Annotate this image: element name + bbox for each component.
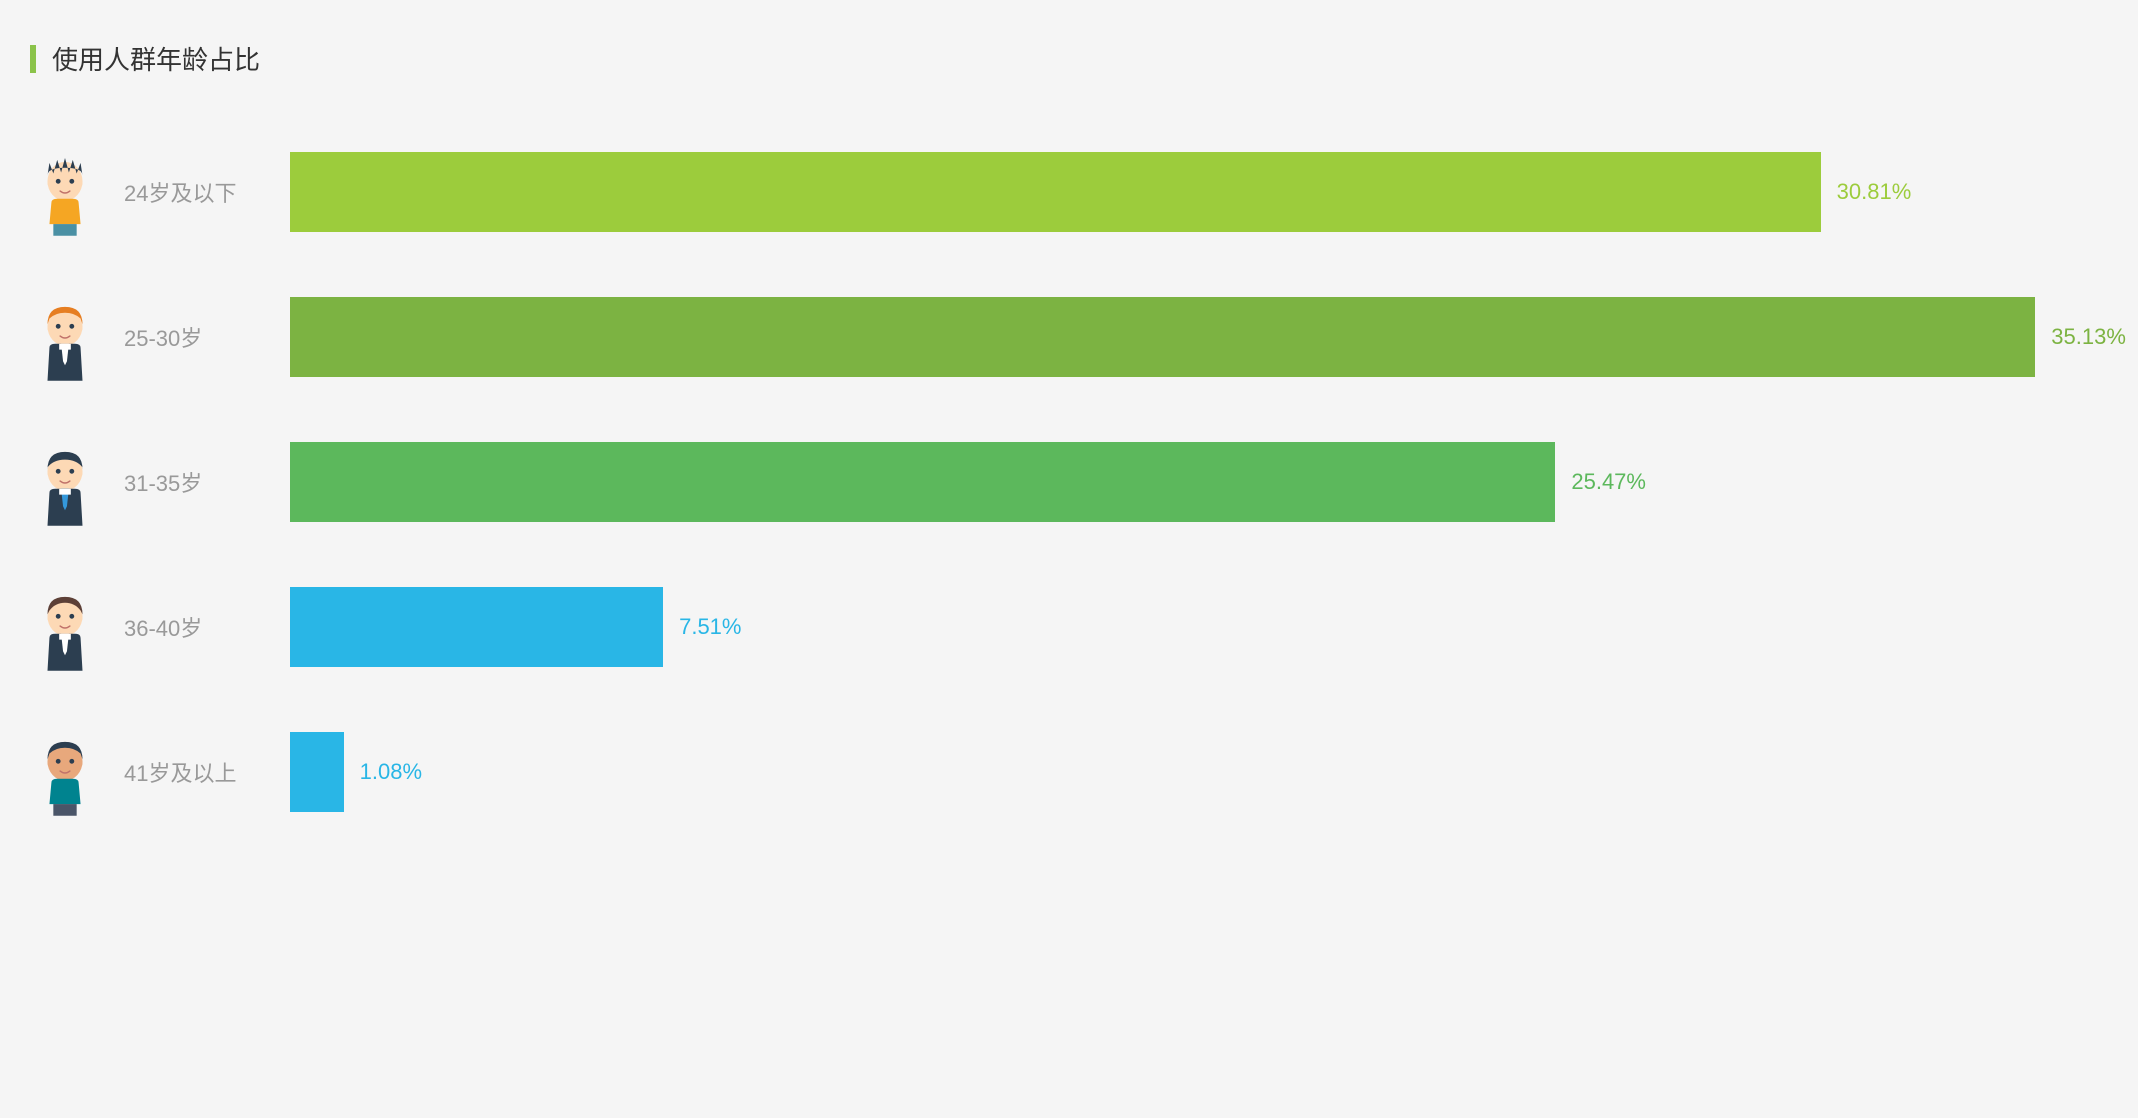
bar-row: 25-30岁 35.13%: [30, 292, 2108, 382]
bar-row: 41岁及以上 1.08%: [30, 727, 2108, 817]
row-label-group: 41岁及以上: [30, 727, 290, 817]
bar: [290, 732, 344, 812]
value-label: 35.13%: [2051, 324, 2126, 350]
avatar-icon: [30, 292, 100, 382]
bar-area: 1.08%: [290, 732, 2108, 812]
category-label: 24岁及以下: [124, 176, 236, 208]
row-label-group: 36-40岁: [30, 582, 290, 672]
value-label: 1.08%: [360, 759, 422, 785]
age-distribution-chart: 使用人群年龄占比 24岁及以下30.81%25-30岁35.13%31-35岁2…: [30, 40, 2108, 817]
bar-area: 25.47%: [290, 442, 2108, 522]
bar-area: 30.81%: [290, 152, 2108, 232]
row-label-group: 31-35岁: [30, 437, 290, 527]
category-label: 41岁及以上: [124, 756, 236, 788]
row-label-group: 24岁及以下: [30, 147, 290, 237]
category-label: 36-40岁: [124, 611, 202, 643]
chart-title-row: 使用人群年龄占比: [30, 40, 2108, 77]
bar-area: 7.51%: [290, 587, 2108, 667]
title-accent-bar: [30, 45, 36, 73]
bar: [290, 587, 663, 667]
bar: [290, 152, 1821, 232]
value-label: 25.47%: [1571, 469, 1646, 495]
avatar-icon: [30, 582, 100, 672]
chart-title: 使用人群年龄占比: [52, 40, 260, 77]
value-label: 7.51%: [679, 614, 741, 640]
bar-row: 31-35岁 25.47%: [30, 437, 2108, 527]
chart-body: 24岁及以下 30.81% 25-30岁 35.13% 31-35岁 25.47% 36-4…: [30, 147, 2108, 817]
bar-row: 36-40岁 7.51%: [30, 582, 2108, 672]
category-label: 31-35岁: [124, 466, 202, 498]
bar-area: 35.13%: [290, 297, 2108, 377]
value-label: 30.81%: [1837, 179, 1912, 205]
category-label: 25-30岁: [124, 321, 202, 353]
avatar-icon: [30, 437, 100, 527]
row-label-group: 25-30岁: [30, 292, 290, 382]
bar: [290, 297, 2035, 377]
avatar-icon: [30, 147, 100, 237]
bar-row: 24岁及以下 30.81%: [30, 147, 2108, 237]
bar: [290, 442, 1555, 522]
avatar-icon: [30, 727, 100, 817]
